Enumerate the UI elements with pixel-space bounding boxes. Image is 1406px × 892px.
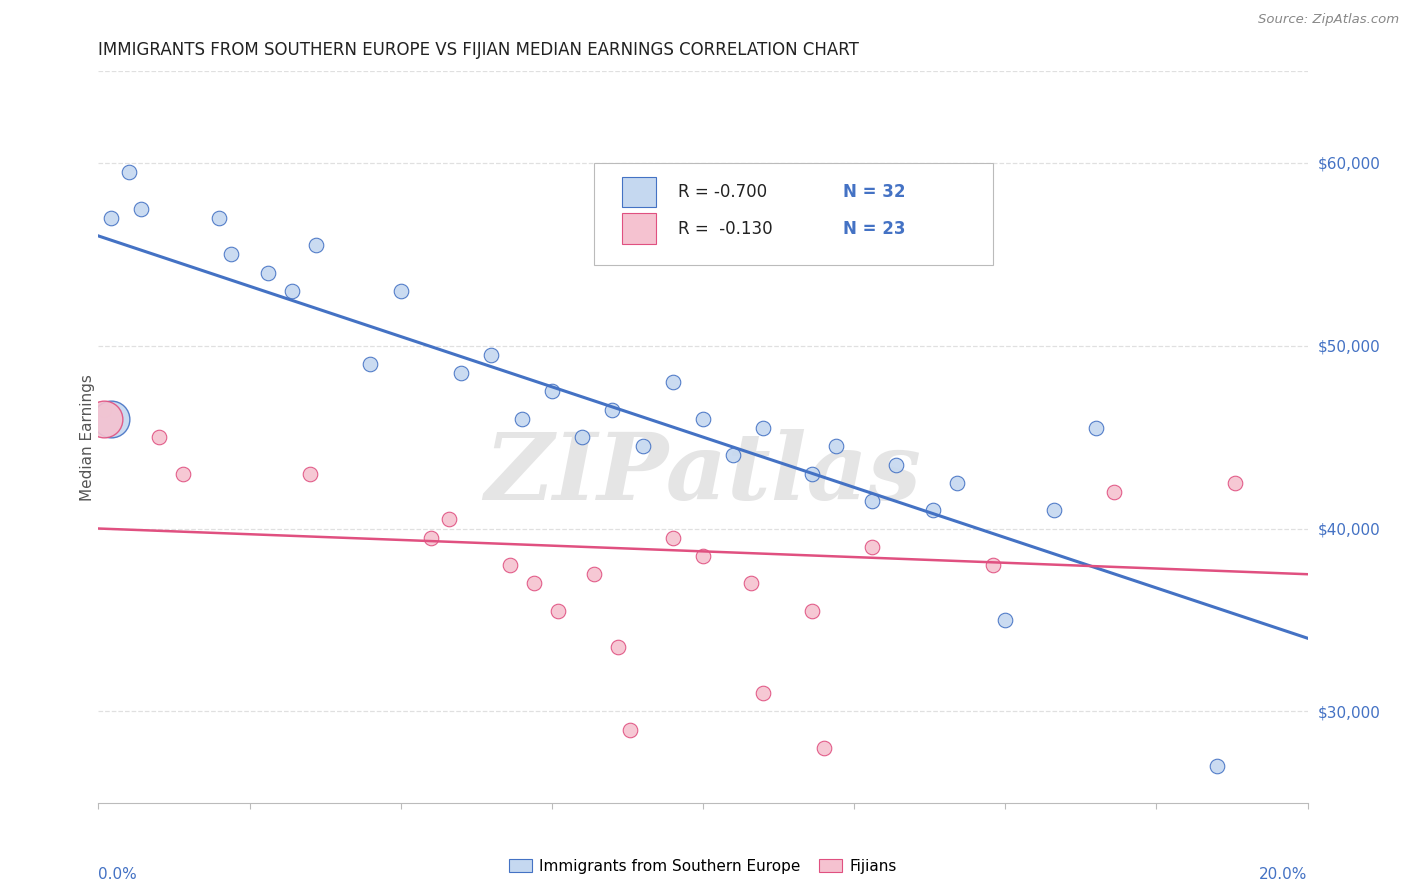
Point	[860, 540, 883, 554]
Point	[752, 686, 775, 700]
Point	[800, 604, 823, 618]
Text: IMMIGRANTS FROM SOUTHERN EUROPE VS FIJIAN MEDIAN EARNINGS CORRELATION CHART: IMMIGRANTS FROM SOUTHERN EUROPE VS FIJIA…	[98, 41, 859, 59]
Point	[148, 430, 170, 444]
Point	[662, 376, 685, 390]
Point	[100, 211, 122, 225]
FancyBboxPatch shape	[621, 177, 655, 208]
Point	[299, 467, 322, 481]
Point	[305, 238, 328, 252]
Text: R = -0.700: R = -0.700	[678, 183, 766, 201]
Point	[118, 165, 141, 179]
Point	[723, 448, 745, 462]
Point	[510, 411, 533, 425]
Point	[100, 411, 122, 425]
Point	[221, 247, 243, 261]
FancyBboxPatch shape	[595, 162, 993, 265]
Point	[946, 475, 969, 490]
Point	[583, 567, 606, 582]
Point	[540, 384, 562, 399]
Point	[571, 430, 593, 444]
FancyBboxPatch shape	[621, 213, 655, 244]
Point	[360, 357, 382, 371]
Point	[994, 613, 1017, 627]
Point	[93, 411, 115, 425]
Point	[692, 411, 714, 425]
Point	[813, 740, 835, 755]
Point	[420, 531, 443, 545]
Point	[481, 348, 503, 362]
Text: N = 23: N = 23	[844, 219, 905, 237]
Point	[921, 503, 943, 517]
Text: 0.0%: 0.0%	[98, 867, 138, 882]
Point	[662, 531, 685, 545]
Point	[208, 211, 231, 225]
Point	[631, 439, 654, 453]
Point	[619, 723, 641, 737]
Point	[981, 558, 1004, 573]
Point	[281, 284, 304, 298]
Point	[547, 604, 569, 618]
Point	[437, 512, 460, 526]
Text: ZIPatlas: ZIPatlas	[485, 429, 921, 518]
Point	[172, 467, 194, 481]
Point	[800, 467, 823, 481]
Point	[256, 266, 278, 280]
Point	[1206, 759, 1229, 773]
Point	[389, 284, 412, 298]
Legend: Immigrants from Southern Europe, Fijians: Immigrants from Southern Europe, Fijians	[503, 853, 903, 880]
Text: Source: ZipAtlas.com: Source: ZipAtlas.com	[1258, 13, 1399, 27]
Point	[860, 494, 883, 508]
Point	[607, 640, 630, 655]
Point	[692, 549, 714, 563]
Point	[523, 576, 546, 591]
Point	[1042, 503, 1064, 517]
Point	[602, 402, 624, 417]
Point	[450, 366, 472, 380]
Point	[752, 421, 775, 435]
Point	[1102, 484, 1125, 499]
Point	[825, 439, 848, 453]
Point	[93, 402, 115, 417]
Text: 20.0%: 20.0%	[1260, 867, 1308, 882]
Point	[498, 558, 520, 573]
Text: N = 32: N = 32	[844, 183, 905, 201]
Point	[1223, 475, 1246, 490]
Point	[886, 458, 908, 472]
Text: R =  -0.130: R = -0.130	[678, 219, 772, 237]
Point	[740, 576, 762, 591]
Y-axis label: Median Earnings: Median Earnings	[80, 374, 94, 500]
Point	[129, 202, 152, 216]
Point	[1085, 421, 1108, 435]
